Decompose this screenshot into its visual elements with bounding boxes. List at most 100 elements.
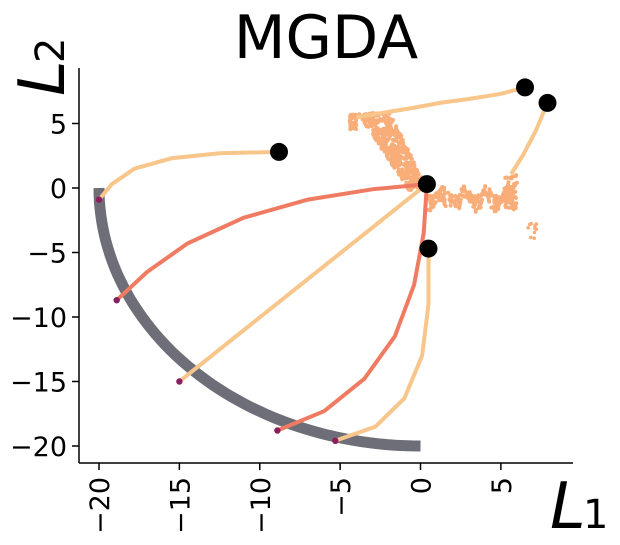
y-ticks: 5 0 −5 −10 −15 −20: [10, 110, 79, 463]
scatter-point: [396, 140, 401, 145]
scatter-point: [391, 148, 396, 154]
scatter-point: [483, 192, 487, 197]
scatter-point: [397, 167, 402, 172]
scatter-point: [367, 120, 372, 125]
x-axis-label-main: L: [550, 470, 586, 544]
scatter-point: [514, 173, 519, 178]
scatter-point: [457, 206, 462, 211]
scatter-point: [370, 118, 375, 123]
scatter-point: [509, 185, 514, 189]
scatter-point: [441, 194, 446, 199]
scatter-point: [385, 146, 390, 151]
scatter-point: [446, 190, 451, 195]
scatter-point: [396, 153, 401, 158]
scatter-point: [507, 205, 511, 210]
y-tick-label: 5: [50, 110, 67, 141]
y-axis-label-main: L: [6, 60, 80, 96]
y-tick-label: −20: [10, 432, 67, 463]
scatter-point: [352, 115, 357, 120]
scatter-point: [396, 144, 401, 149]
scatter-point: [504, 188, 509, 193]
scatter-point: [386, 115, 391, 120]
scatter-point: [489, 205, 494, 210]
scatter-point: [442, 199, 447, 203]
scatter-point: [403, 163, 408, 168]
scatter-point: [374, 138, 379, 143]
scatter-point: [407, 163, 412, 168]
scatter-point: [398, 132, 403, 137]
scatter-point: [375, 133, 380, 138]
scatter-point: [464, 192, 469, 197]
scatter-point: [430, 194, 435, 199]
scatter-point: [380, 135, 385, 140]
scatter-point: [458, 192, 463, 197]
scatter-point: [442, 202, 447, 207]
scatter-point: [448, 203, 453, 208]
y-axis-label: L 2: [6, 38, 80, 96]
scatter-point: [397, 148, 402, 153]
scatter-point: [505, 195, 510, 200]
scatter-point: [468, 192, 473, 197]
scatter-point: [429, 205, 433, 210]
scatter-point: [461, 184, 466, 189]
scatter-point: [404, 168, 409, 173]
start-point: [417, 175, 436, 194]
scatter-point: [385, 121, 390, 127]
x-tick-label: −20: [85, 477, 116, 534]
scatter-point: [492, 195, 497, 200]
scatter-point: [348, 124, 353, 129]
scatter-point: [511, 207, 516, 212]
trajectory-1-line: [97, 149, 281, 202]
y-axis-label-sub: 2: [28, 38, 74, 63]
scatter-point: [503, 191, 508, 196]
scatter-point: [382, 129, 387, 134]
trajectory-4-line: [275, 182, 429, 433]
scatter-point: [528, 235, 533, 240]
start-point: [419, 239, 438, 258]
x-tick-label: −10: [246, 477, 277, 534]
scatter-point: [394, 125, 399, 130]
x-axis-label: L 1: [550, 470, 608, 544]
scatter-point: [391, 162, 396, 167]
scatter-point: [389, 154, 394, 160]
scatter-point: [468, 197, 473, 202]
scatter-point: [492, 209, 497, 214]
scatter-point: [389, 119, 394, 124]
y-tick-label: 0: [50, 174, 67, 205]
scatter-point: [496, 206, 501, 211]
scatter-point: [505, 175, 509, 180]
scatter-point: [506, 180, 511, 185]
scatter-point: [430, 198, 435, 203]
scatter-point: [386, 156, 391, 161]
scatter-point: [385, 138, 390, 143]
scatter-point: [454, 195, 459, 200]
scatter-point: [406, 187, 411, 192]
scatter-point: [486, 191, 491, 196]
scatter-point: [391, 159, 396, 164]
scatter-point: [472, 194, 477, 199]
scatter-point: [503, 205, 508, 209]
end-point: [274, 427, 281, 434]
scatter-point: [391, 143, 396, 148]
scatter-point: [452, 198, 457, 203]
scatter-point: [349, 121, 353, 126]
scatter-point: [413, 173, 419, 178]
start-point: [270, 142, 288, 161]
end-point: [176, 378, 183, 385]
scatter-point: [397, 172, 402, 177]
scatter-point: [408, 155, 413, 160]
x-tick-label: 5: [487, 477, 518, 494]
scatter-point: [392, 138, 397, 143]
scatter-point: [496, 203, 501, 208]
scatter-point: [362, 120, 367, 125]
plot-area: [93, 78, 557, 452]
y-tick-label: −15: [10, 368, 67, 399]
trajectory-7-line: [510, 100, 550, 175]
scatter-point: [413, 179, 418, 184]
scatter-point: [487, 199, 492, 204]
scatter-point: [458, 197, 463, 202]
y-tick-label: −5: [27, 239, 67, 270]
scatter-point: [532, 230, 537, 235]
scatter-point: [400, 137, 405, 143]
